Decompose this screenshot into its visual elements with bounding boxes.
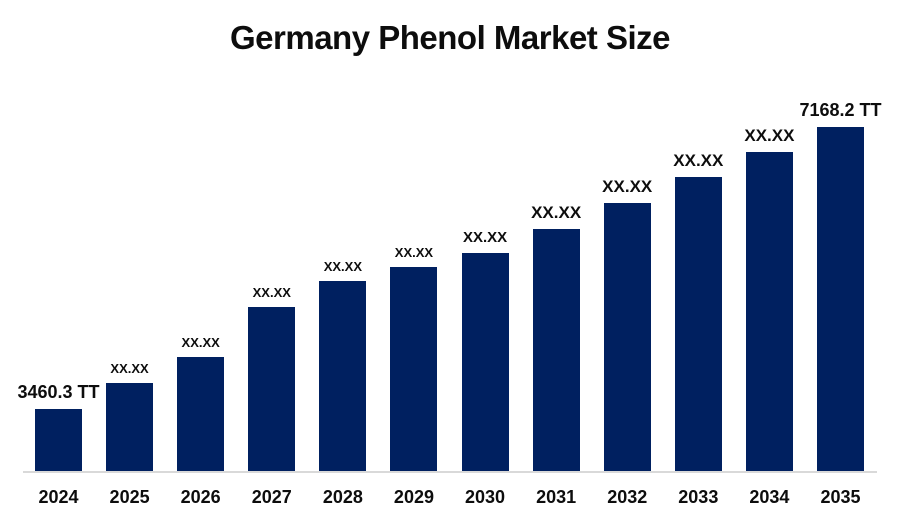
bar-2026 xyxy=(177,357,225,471)
bar-2027 xyxy=(248,307,296,471)
bar-2024 xyxy=(35,409,82,471)
value-label-2031: XX.XX xyxy=(531,203,582,222)
bar-2035 xyxy=(816,127,864,471)
value-label-2034: XX.XX xyxy=(744,126,795,145)
bar-2034 xyxy=(745,152,793,471)
value-label-2026: XX.XX xyxy=(181,335,220,350)
x-tick-2030: 2030 xyxy=(465,487,506,507)
x-axis-line xyxy=(23,471,877,473)
value-label-2028: XX.XX xyxy=(323,259,363,274)
value-label-2029: XX.XX xyxy=(394,245,434,260)
x-tick-2032: 2032 xyxy=(607,487,648,507)
bar-2033 xyxy=(674,177,722,471)
x-tick-2025: 2025 xyxy=(109,487,150,507)
x-tick-2028: 2028 xyxy=(322,487,363,507)
bar-2029 xyxy=(390,267,438,471)
bar-2028 xyxy=(319,281,367,471)
value-label-2027: XX.XX xyxy=(252,285,291,300)
bar-2030 xyxy=(461,253,509,471)
x-tick-2024: 2024 xyxy=(38,487,79,507)
x-tick-2029: 2029 xyxy=(393,487,434,507)
value-label-2024: 3460.3 TT xyxy=(17,382,100,402)
value-label-2025: XX.XX xyxy=(110,361,149,376)
value-label-2032: XX.XX xyxy=(602,177,653,196)
bar-2032 xyxy=(603,203,651,471)
value-label-2033: XX.XX xyxy=(673,151,724,170)
chart-title: Germany Phenol Market Size xyxy=(230,19,671,56)
bar-2025 xyxy=(106,383,154,471)
x-tick-2033: 2033 xyxy=(678,487,719,507)
value-label-2030: XX.XX xyxy=(462,229,508,246)
x-tick-2027: 2027 xyxy=(251,487,292,507)
x-tick-2031: 2031 xyxy=(536,487,577,507)
x-tick-2035: 2035 xyxy=(820,487,861,507)
x-tick-2034: 2034 xyxy=(749,487,790,507)
value-label-2035: 7168.2 TT xyxy=(799,100,882,120)
x-tick-2026: 2026 xyxy=(180,487,221,507)
bar-2031 xyxy=(532,229,580,471)
